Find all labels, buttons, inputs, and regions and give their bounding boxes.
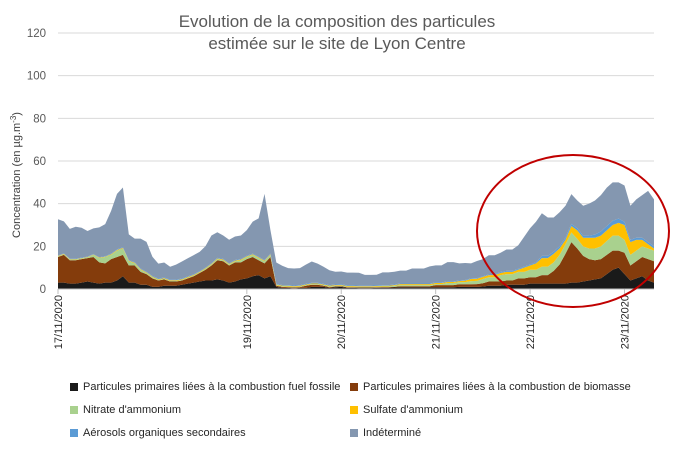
legend-label: Indéterminé xyxy=(363,427,422,439)
area-series-2 xyxy=(58,242,654,289)
stacked-areas xyxy=(58,182,654,289)
x-tick-label: 22/11/2020 xyxy=(525,295,537,349)
y-tick-label: 40 xyxy=(33,199,46,211)
area-series-1 xyxy=(58,267,654,289)
legend-swatch xyxy=(350,383,358,391)
legend-label: Particules primaires liées à la combusti… xyxy=(363,381,631,393)
chart-subtitle: estimée sur le site de Lyon Centre xyxy=(208,34,466,53)
y-tick-label: 60 xyxy=(33,156,46,168)
legend-swatch xyxy=(70,406,78,414)
x-tick-label: 20/11/2020 xyxy=(336,295,348,349)
legend-item: Particules primaires liées à la combusti… xyxy=(350,381,631,393)
legend-label: Aérosols organiques secondaires xyxy=(83,427,246,439)
y-axis-label-sup: -3 xyxy=(9,115,18,123)
y-axis-label: Concentration (en µg.m-3) xyxy=(9,112,23,238)
highlight-ellipse xyxy=(476,154,670,308)
legend-item: Sulfate d'ammonium xyxy=(350,404,463,416)
legend-swatch xyxy=(70,429,78,437)
y-axis: 0 20 40 60 80 100 120 xyxy=(27,28,46,296)
y-tick-label: 0 xyxy=(40,284,46,296)
x-axis: 17/11/2020 19/11/2020 20/11/2020 21/11/2020… xyxy=(53,288,654,349)
legend-swatch xyxy=(350,406,358,414)
y-tick-label: 100 xyxy=(27,71,46,83)
legend-swatch xyxy=(350,429,358,437)
x-tick-label: 19/11/2020 xyxy=(242,295,254,349)
legend-item: Aérosols organiques secondaires xyxy=(70,427,246,439)
x-tick-label: 21/11/2020 xyxy=(431,295,443,349)
legend-swatch xyxy=(70,383,78,391)
x-tick-label: 17/11/2020 xyxy=(53,295,65,349)
legend-item: Nitrate d'ammonium xyxy=(70,404,181,416)
y-axis-label-text: Concentration (en µg.m xyxy=(11,123,23,238)
legend-label: Nitrate d'ammonium xyxy=(83,404,182,416)
area-series-6 xyxy=(58,182,654,286)
legend-label: Sulfate d'ammonium xyxy=(363,404,463,416)
chart-title: Evolution de la composition des particul… xyxy=(178,12,496,31)
legend-label: Particules primaires liées à la combusti… xyxy=(83,381,341,393)
y-tick-label: 20 xyxy=(33,241,46,253)
x-tick-label: 23/11/2020 xyxy=(619,295,631,349)
y-tick-label: 120 xyxy=(27,28,46,40)
y-tick-label: 80 xyxy=(33,113,46,125)
y-axis-label-close: ) xyxy=(11,112,23,116)
legend-item: Indéterminé xyxy=(350,427,421,439)
legend-item: Particules primaires liées à la combusti… xyxy=(70,381,340,393)
